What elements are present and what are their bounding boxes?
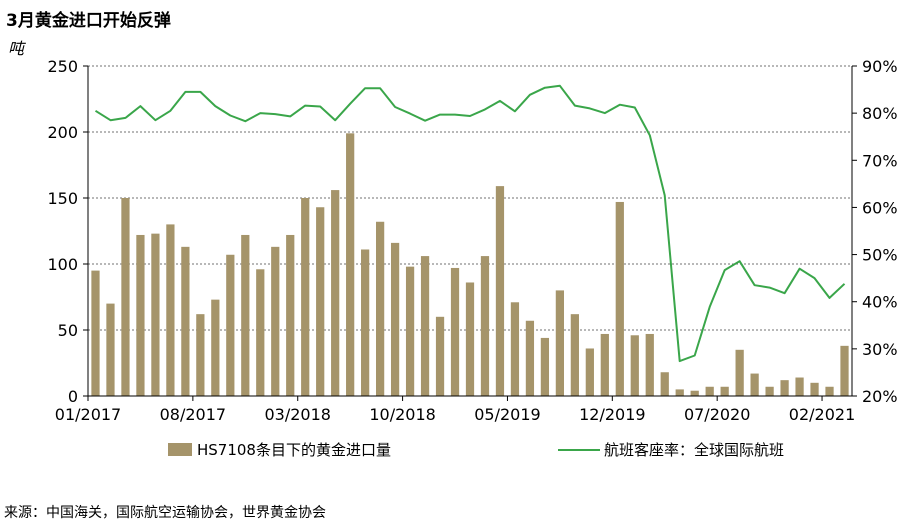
bar xyxy=(346,133,355,396)
left-tick-label: 50 xyxy=(58,321,78,340)
bar xyxy=(735,349,744,396)
bar xyxy=(795,377,804,396)
bar xyxy=(136,234,145,396)
bar xyxy=(286,234,295,396)
bar xyxy=(540,337,550,396)
bar xyxy=(405,266,415,396)
left-tick-label: 150 xyxy=(47,189,78,208)
bar xyxy=(810,382,819,396)
bar xyxy=(181,246,190,396)
bar xyxy=(301,198,310,396)
bar xyxy=(450,267,460,396)
bar xyxy=(480,256,490,396)
left-tick-label: 100 xyxy=(47,255,78,274)
x-tick-label: 10/2018 xyxy=(369,405,435,424)
bar xyxy=(615,201,624,396)
x-tick-label: 05/2019 xyxy=(474,405,540,424)
bar xyxy=(316,207,325,396)
bar xyxy=(241,234,250,396)
bar xyxy=(271,246,280,396)
bar xyxy=(390,242,400,396)
bar xyxy=(705,386,714,396)
bar xyxy=(106,303,115,396)
bar xyxy=(750,373,759,396)
bar xyxy=(525,320,535,396)
bar xyxy=(91,270,100,396)
bar xyxy=(690,390,699,396)
bar xyxy=(495,186,505,396)
bar xyxy=(435,316,445,396)
bar xyxy=(465,282,475,396)
right-tick-label: 50% xyxy=(862,246,898,265)
bar xyxy=(151,233,160,396)
bar xyxy=(375,221,385,396)
right-tick-label: 40% xyxy=(862,293,898,312)
bar xyxy=(361,249,370,396)
bar xyxy=(825,386,834,396)
bar xyxy=(660,372,669,396)
bar xyxy=(166,224,175,396)
bar xyxy=(630,335,639,396)
line-series xyxy=(94,84,846,363)
axes: 0 50 100 150 200 250 20% 30% 40% 50% 60% 70% 80% 90% 0… xyxy=(47,57,897,424)
bar xyxy=(331,190,340,396)
x-tick-label: 07/2020 xyxy=(684,405,750,424)
bar xyxy=(256,269,265,396)
bar xyxy=(780,380,789,396)
bar xyxy=(765,386,774,396)
x-tick-label: 08/2017 xyxy=(160,405,226,424)
right-tick-label: 80% xyxy=(862,104,898,123)
x-tick-label: 01/2017 xyxy=(55,405,121,424)
x-tick-label: 02/2021 xyxy=(789,405,855,424)
legend-bar-swatch xyxy=(168,443,192,456)
x-tick-label: 03/2018 xyxy=(264,405,330,424)
right-tick-label: 70% xyxy=(862,151,898,170)
bar xyxy=(510,302,520,396)
legend-bar-label: HS7108条目下的黄金进口量 xyxy=(197,441,391,459)
bar xyxy=(226,254,235,396)
bar xyxy=(196,314,205,396)
left-axis-unit-label: 吨 xyxy=(8,39,27,58)
bar xyxy=(720,386,729,396)
bar xyxy=(585,348,594,396)
left-tick-label: 250 xyxy=(47,57,78,76)
right-tick-label: 30% xyxy=(862,340,898,359)
x-tick-label: 12/2019 xyxy=(579,405,645,424)
right-tick-label: 20% xyxy=(862,387,898,406)
bar xyxy=(600,333,609,396)
line-path xyxy=(94,84,846,363)
right-tick-label: 60% xyxy=(862,198,898,217)
bar xyxy=(645,333,654,396)
left-tick-label: 0 xyxy=(68,387,78,406)
bar xyxy=(420,256,430,396)
source-note: 来源：中国海关，国际航空运输协会，世界黄金协会 xyxy=(4,505,326,521)
right-tick-label: 90% xyxy=(862,57,898,76)
bar xyxy=(675,389,684,396)
bar xyxy=(121,198,130,396)
bar xyxy=(555,290,565,396)
legend-line-label: 航班客座率：全球国际航班 xyxy=(604,441,784,459)
bar xyxy=(211,299,220,396)
legend: HS7108条目下的黄金进口量 航班客座率：全球国际航班 xyxy=(168,441,784,459)
left-tick-label: 200 xyxy=(47,123,78,142)
bar xyxy=(570,314,579,396)
chart-title: 3月黄金进口开始反弹 xyxy=(6,11,171,31)
bar xyxy=(840,345,849,396)
bar-series xyxy=(91,133,849,396)
